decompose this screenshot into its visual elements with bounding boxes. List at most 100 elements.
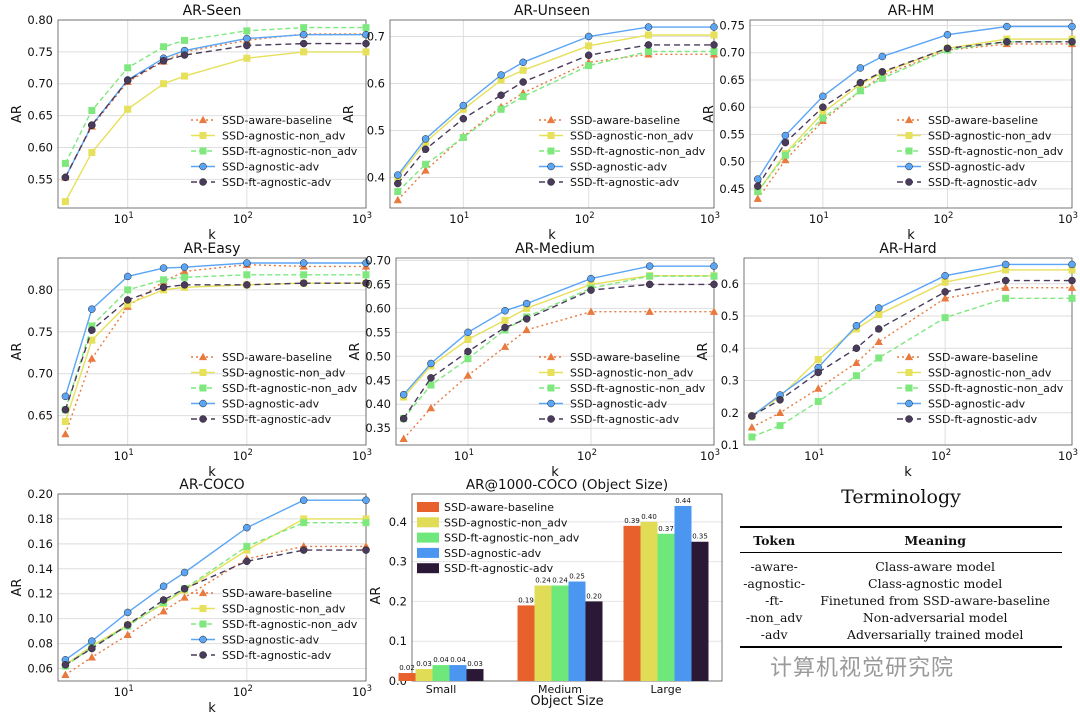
meaning-cell: Finetuned from SSD-aware-baseline [820, 593, 1051, 608]
x-tick-exponent: 2 [247, 211, 252, 221]
x-tick-exponent: 3 [715, 448, 720, 458]
legend-marker [199, 368, 207, 376]
chart-title: AR-HM [888, 3, 934, 19]
data-point [399, 434, 408, 442]
legend-label: SSD-agnostic-adv [928, 161, 1026, 174]
legend-label: SSD-agnostic-non_adv [570, 130, 694, 143]
data-point [645, 262, 654, 270]
data-point [362, 519, 370, 527]
bar [466, 669, 484, 681]
data-point [159, 57, 168, 65]
data-point [159, 606, 168, 615]
data-point [852, 372, 860, 380]
data-point [814, 356, 822, 364]
data-point [180, 281, 189, 289]
data-point [362, 279, 370, 287]
data-point [299, 546, 308, 554]
x-axis-label: k [907, 228, 915, 243]
x-tick-exponent: 3 [1073, 448, 1078, 458]
legend-marker [905, 178, 913, 186]
legend-marker [199, 132, 207, 140]
legend-marker [547, 368, 555, 376]
data-point [1001, 260, 1010, 269]
legend: SSD-aware-baseline SSD-agnostic-non_adv SS… [539, 351, 706, 426]
terminology-row: -adv Adversarially trained model [740, 626, 1062, 648]
data-point [644, 47, 652, 55]
data-point [180, 51, 189, 59]
data-point [61, 429, 70, 438]
data-point [1002, 294, 1010, 302]
x-tick-label: 101 [114, 211, 134, 226]
bar [640, 521, 658, 681]
legend-marker [199, 604, 207, 612]
y-axis-label: AR [348, 343, 363, 361]
data-point [878, 68, 887, 76]
x-tick-label: 103 [352, 684, 372, 699]
y-tick-label: 0.16 [27, 537, 53, 551]
legend-marker [905, 399, 913, 408]
bar-value-label: 0.40 [641, 513, 657, 521]
y-tick-label: 0.3 [389, 555, 407, 569]
series-polyline [403, 283, 714, 419]
legend-marker [547, 147, 555, 155]
terminology-title: Terminology [841, 486, 961, 508]
legend-label: SSD-ft-agnostic-adv [444, 562, 554, 575]
x-tick-exponent: 1 [819, 448, 824, 458]
series-line [399, 280, 718, 423]
data-point [497, 91, 505, 99]
line-chart: 0.35 0.40 0.45 0.50 0.55 0.60 0.65 0.70 101 102 10… [348, 241, 720, 480]
legend-marker [547, 178, 555, 186]
x-tick-label: 102 [233, 211, 253, 226]
bar [398, 673, 416, 681]
bar-value-label: 0.02 [399, 664, 415, 672]
y-tick-label: 0.12 [27, 587, 53, 601]
chart-title: AR-Hard [879, 241, 936, 257]
legend-marker [199, 651, 207, 659]
data-point [394, 179, 402, 188]
data-point [586, 307, 596, 315]
series-polyline [64, 34, 366, 178]
data-point [61, 406, 70, 414]
data-point [645, 307, 654, 315]
chart-title: AR-Easy [184, 241, 241, 257]
legend-marker [905, 132, 913, 140]
legend-marker [905, 162, 913, 171]
data-point [299, 259, 308, 267]
data-point [819, 92, 827, 101]
data-point [856, 64, 865, 72]
bar [623, 525, 641, 681]
y-tick-label: 0.60 [719, 100, 745, 114]
data-point [243, 542, 251, 550]
legend-label: SSD-aware-baseline [570, 114, 680, 127]
x-tick-exponent: 3 [367, 448, 372, 458]
data-point [852, 344, 861, 353]
x-tick-label: 101 [449, 211, 469, 226]
y-tick-label: 0.06 [27, 662, 53, 676]
y-tick-label: 0.80 [27, 283, 53, 297]
legend-marker [199, 162, 207, 171]
data-point [159, 264, 168, 272]
legend-marker [905, 415, 913, 423]
y-tick-label: 0.55 [365, 325, 391, 339]
y-tick-label: 0.7 [367, 29, 385, 43]
series-polyline [403, 311, 714, 440]
terminology-header-token: Token [740, 526, 809, 553]
data-point [61, 173, 70, 182]
data-point [1001, 283, 1010, 291]
data-point [943, 30, 952, 39]
data-point [814, 384, 823, 392]
x-tick-label: 103 [352, 448, 372, 463]
data-point [501, 316, 509, 324]
data-point [464, 347, 472, 356]
y-tick-label: 0.65 [27, 409, 53, 423]
x-tick-exponent: 1 [464, 211, 469, 221]
y-axis-label: AR [10, 105, 25, 123]
data-point [123, 621, 132, 629]
data-point [299, 30, 308, 39]
data-point [878, 52, 887, 61]
data-point [519, 78, 527, 86]
series-line [394, 31, 718, 181]
y-tick-label: 0.75 [27, 45, 53, 59]
data-point [753, 194, 762, 202]
legend-label: SSD-aware-baseline [928, 351, 1038, 364]
